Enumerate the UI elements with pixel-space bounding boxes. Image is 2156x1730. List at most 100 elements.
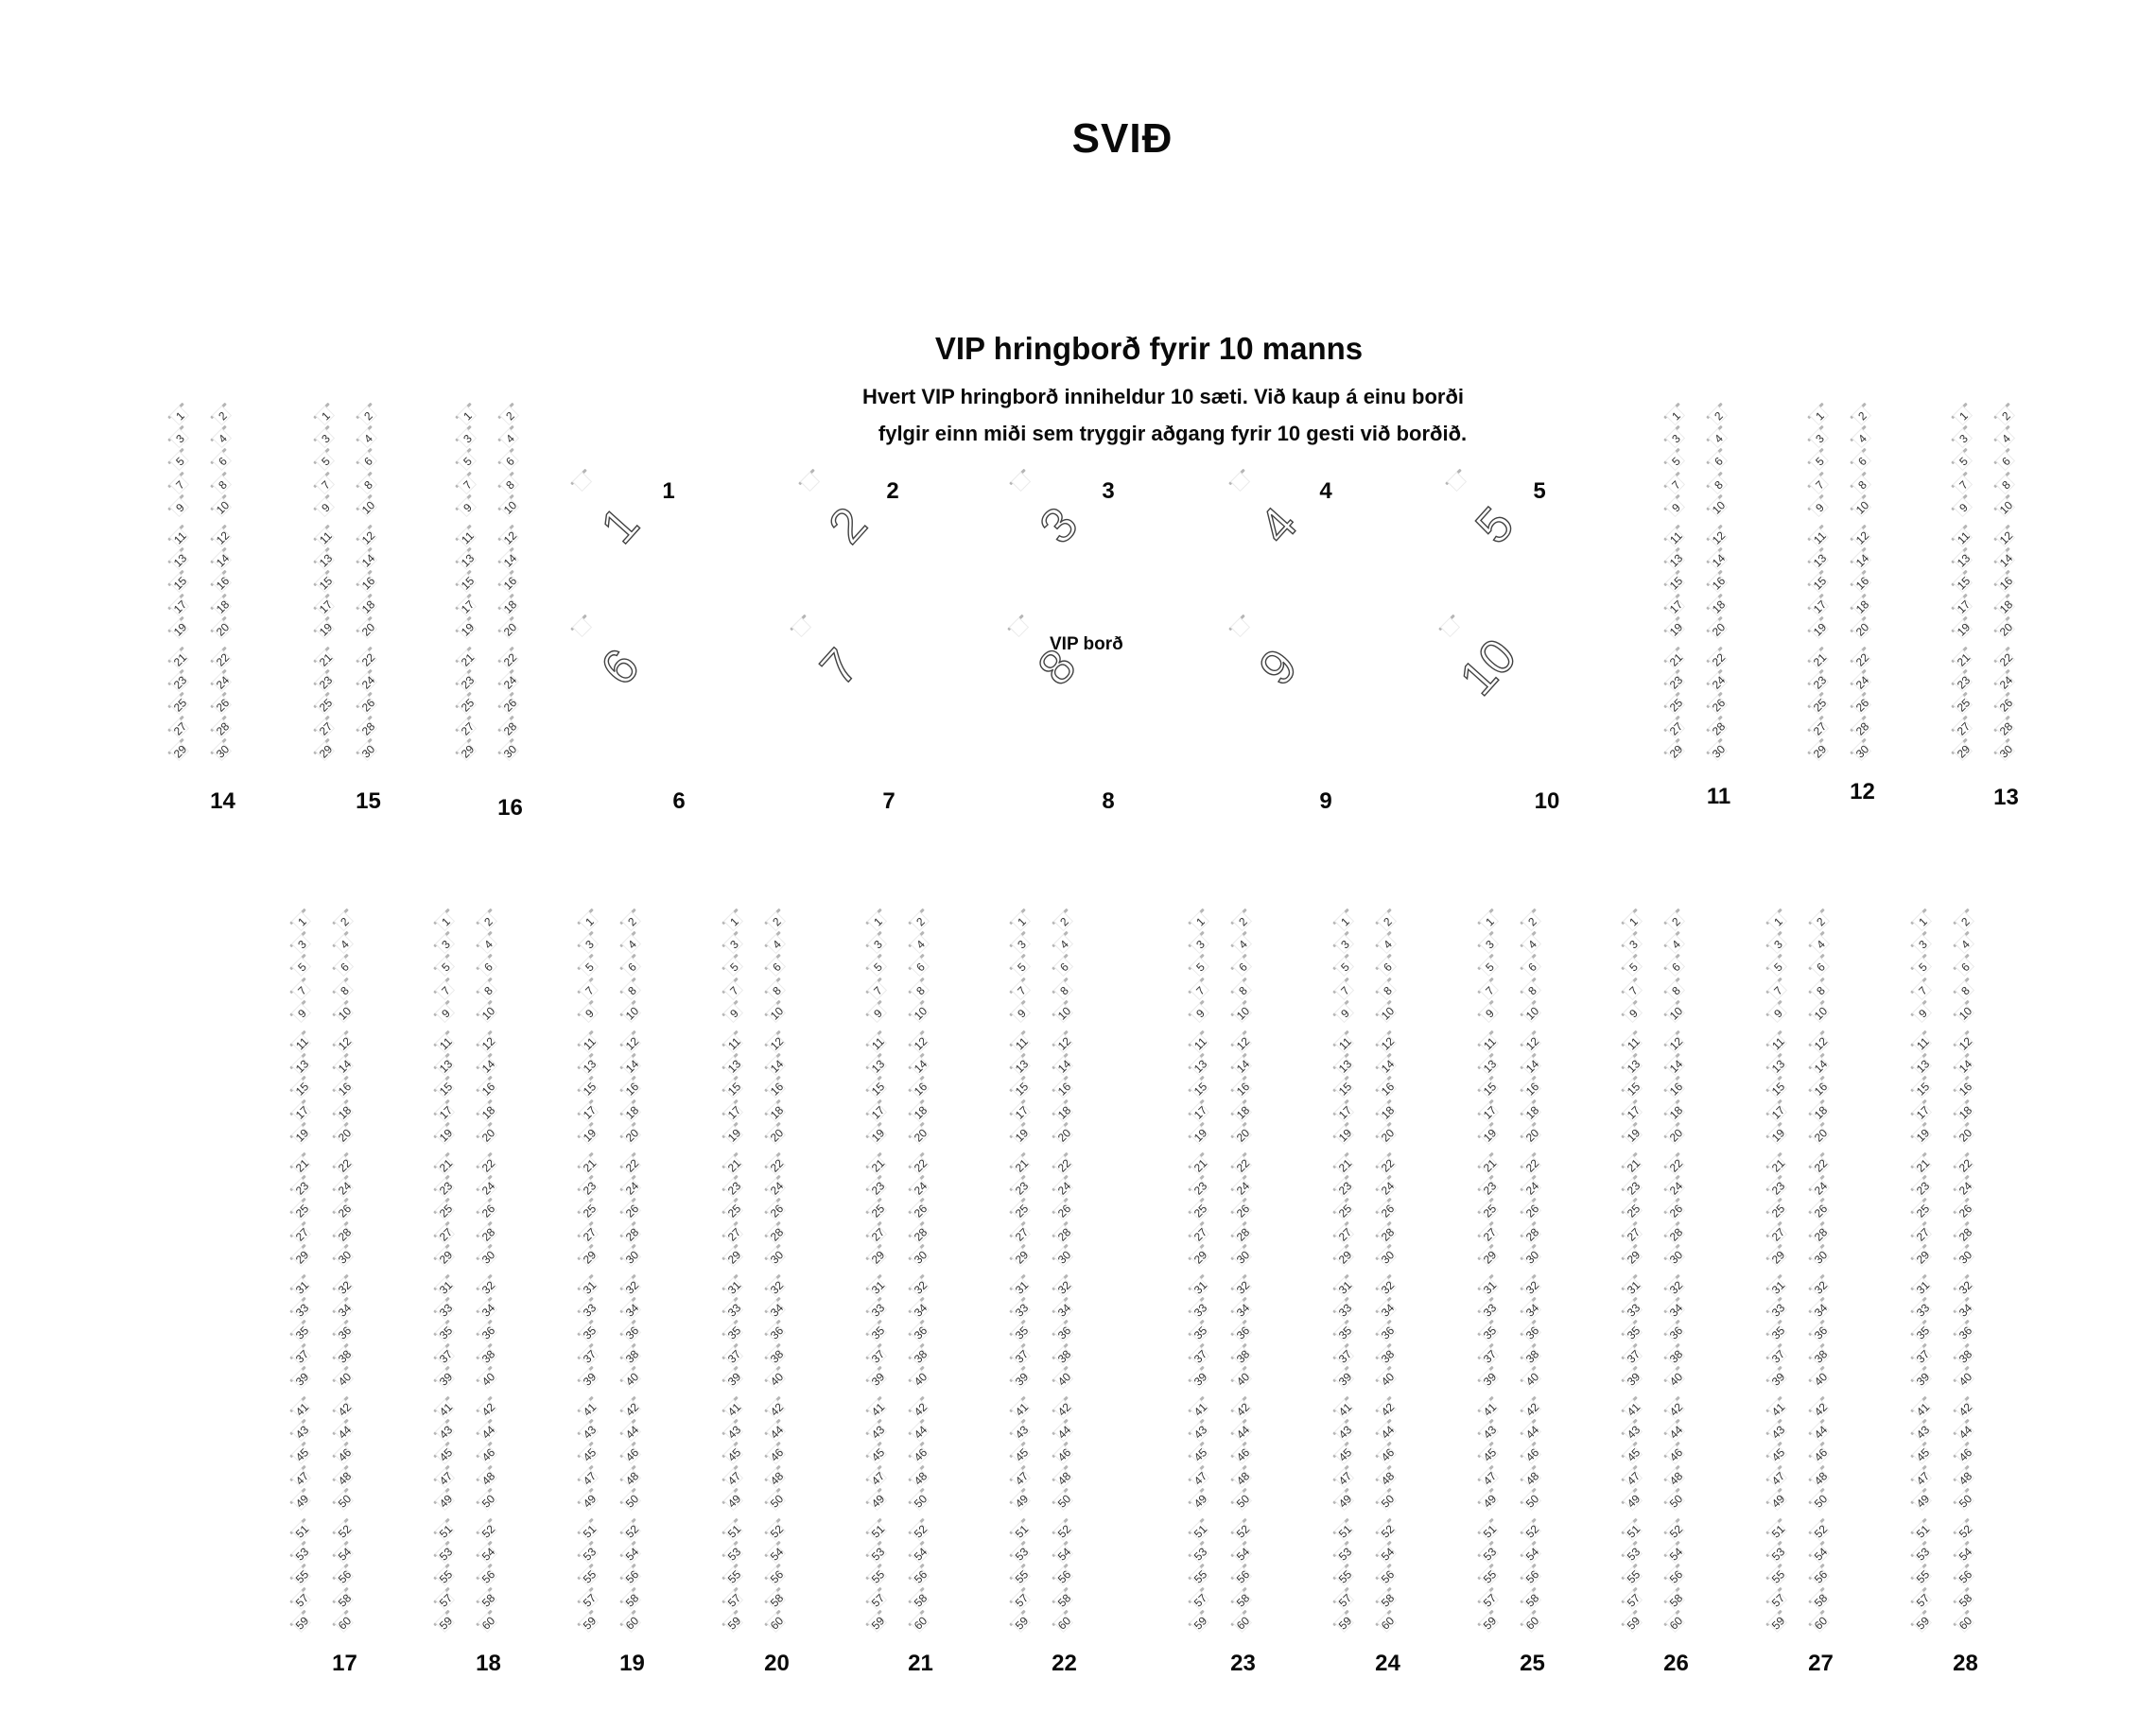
- seat-24-39[interactable]: 39: [1332, 1365, 1357, 1391]
- seat-22-20[interactable]: 20: [1052, 1121, 1076, 1147]
- seat-20-29[interactable]: 29: [722, 1243, 746, 1269]
- seat-24-19[interactable]: 19: [1332, 1121, 1357, 1147]
- seat-28-30[interactable]: 30: [1953, 1243, 1977, 1269]
- seat-17-40[interactable]: 40: [332, 1365, 356, 1391]
- seat-19-20[interactable]: 20: [619, 1121, 644, 1147]
- seat-27-59[interactable]: 59: [1765, 1609, 1790, 1635]
- seat-22-39[interactable]: 39: [1009, 1365, 1034, 1391]
- vip-table-7-icon[interactable]: [790, 614, 814, 639]
- seat-20-59[interactable]: 59: [722, 1609, 746, 1635]
- seat-20-20[interactable]: 20: [764, 1121, 789, 1147]
- seat-13-20[interactable]: 20: [1993, 615, 2018, 641]
- seat-18-50[interactable]: 50: [476, 1487, 500, 1513]
- seat-25-30[interactable]: 30: [1520, 1243, 1544, 1269]
- seat-15-10[interactable]: 10: [356, 493, 380, 519]
- seat-16-30[interactable]: 30: [497, 737, 522, 763]
- seat-22-9[interactable]: 9: [1009, 999, 1034, 1025]
- seat-22-50[interactable]: 50: [1052, 1487, 1076, 1513]
- seat-14-19[interactable]: 19: [167, 615, 192, 641]
- seat-23-10[interactable]: 10: [1230, 999, 1255, 1025]
- seat-25-49[interactable]: 49: [1477, 1487, 1502, 1513]
- seat-14-30[interactable]: 30: [210, 737, 235, 763]
- seat-19-40[interactable]: 40: [619, 1365, 644, 1391]
- seat-26-39[interactable]: 39: [1621, 1365, 1645, 1391]
- seat-27-49[interactable]: 49: [1765, 1487, 1790, 1513]
- seat-11-9[interactable]: 9: [1663, 493, 1688, 519]
- seat-23-40[interactable]: 40: [1230, 1365, 1255, 1391]
- seat-17-59[interactable]: 59: [289, 1609, 314, 1635]
- seat-25-10[interactable]: 10: [1520, 999, 1544, 1025]
- seat-25-19[interactable]: 19: [1477, 1121, 1502, 1147]
- seat-19-49[interactable]: 49: [577, 1487, 601, 1513]
- seat-12-10[interactable]: 10: [1850, 493, 1874, 519]
- seat-26-40[interactable]: 40: [1663, 1365, 1688, 1391]
- seat-19-39[interactable]: 39: [577, 1365, 601, 1391]
- seat-25-60[interactable]: 60: [1520, 1609, 1544, 1635]
- seat-28-20[interactable]: 20: [1953, 1121, 1977, 1147]
- seat-21-29[interactable]: 29: [865, 1243, 890, 1269]
- seat-18-20[interactable]: 20: [476, 1121, 500, 1147]
- seat-18-30[interactable]: 30: [476, 1243, 500, 1269]
- seat-11-29[interactable]: 29: [1663, 737, 1688, 763]
- seat-25-29[interactable]: 29: [1477, 1243, 1502, 1269]
- vip-table-8-icon[interactable]: [1007, 614, 1032, 639]
- seat-22-60[interactable]: 60: [1052, 1609, 1076, 1635]
- seat-17-60[interactable]: 60: [332, 1609, 356, 1635]
- seat-23-60[interactable]: 60: [1230, 1609, 1255, 1635]
- seat-21-39[interactable]: 39: [865, 1365, 890, 1391]
- seat-26-49[interactable]: 49: [1621, 1487, 1645, 1513]
- seat-25-9[interactable]: 9: [1477, 999, 1502, 1025]
- seat-21-10[interactable]: 10: [908, 999, 932, 1025]
- seat-28-39[interactable]: 39: [1910, 1365, 1935, 1391]
- seat-17-19[interactable]: 19: [289, 1121, 314, 1147]
- seat-27-9[interactable]: 9: [1765, 999, 1790, 1025]
- seat-20-10[interactable]: 10: [764, 999, 789, 1025]
- seat-22-19[interactable]: 19: [1009, 1121, 1034, 1147]
- seat-20-9[interactable]: 9: [722, 999, 746, 1025]
- seat-17-30[interactable]: 30: [332, 1243, 356, 1269]
- seat-27-60[interactable]: 60: [1808, 1609, 1833, 1635]
- seat-16-10[interactable]: 10: [497, 493, 522, 519]
- seat-27-50[interactable]: 50: [1808, 1487, 1833, 1513]
- seat-24-29[interactable]: 29: [1332, 1243, 1357, 1269]
- seat-18-19[interactable]: 19: [433, 1121, 458, 1147]
- seat-26-10[interactable]: 10: [1663, 999, 1688, 1025]
- seat-20-40[interactable]: 40: [764, 1365, 789, 1391]
- seat-28-60[interactable]: 60: [1953, 1609, 1977, 1635]
- vip-table-3-icon[interactable]: [1009, 468, 1034, 493]
- seat-26-60[interactable]: 60: [1663, 1609, 1688, 1635]
- seat-14-9[interactable]: 9: [167, 493, 192, 519]
- seat-22-40[interactable]: 40: [1052, 1365, 1076, 1391]
- seat-21-59[interactable]: 59: [865, 1609, 890, 1635]
- seat-19-60[interactable]: 60: [619, 1609, 644, 1635]
- seat-21-30[interactable]: 30: [908, 1243, 932, 1269]
- seat-18-29[interactable]: 29: [433, 1243, 458, 1269]
- seat-13-29[interactable]: 29: [1951, 737, 1975, 763]
- seat-17-20[interactable]: 20: [332, 1121, 356, 1147]
- seat-28-19[interactable]: 19: [1910, 1121, 1935, 1147]
- seat-20-49[interactable]: 49: [722, 1487, 746, 1513]
- seat-19-29[interactable]: 29: [577, 1243, 601, 1269]
- seat-21-20[interactable]: 20: [908, 1121, 932, 1147]
- seat-15-30[interactable]: 30: [356, 737, 380, 763]
- seat-23-19[interactable]: 19: [1188, 1121, 1212, 1147]
- seat-25-59[interactable]: 59: [1477, 1609, 1502, 1635]
- seat-26-59[interactable]: 59: [1621, 1609, 1645, 1635]
- seat-17-50[interactable]: 50: [332, 1487, 356, 1513]
- seat-11-30[interactable]: 30: [1706, 737, 1730, 763]
- seat-18-40[interactable]: 40: [476, 1365, 500, 1391]
- seat-13-10[interactable]: 10: [1993, 493, 2018, 519]
- seat-24-60[interactable]: 60: [1375, 1609, 1400, 1635]
- seat-25-50[interactable]: 50: [1520, 1487, 1544, 1513]
- seat-24-40[interactable]: 40: [1375, 1365, 1400, 1391]
- seat-28-29[interactable]: 29: [1910, 1243, 1935, 1269]
- seat-15-29[interactable]: 29: [313, 737, 338, 763]
- seat-19-9[interactable]: 9: [577, 999, 601, 1025]
- seat-12-19[interactable]: 19: [1807, 615, 1832, 641]
- seat-21-60[interactable]: 60: [908, 1609, 932, 1635]
- seat-25-40[interactable]: 40: [1520, 1365, 1544, 1391]
- vip-table-10-icon[interactable]: [1438, 614, 1463, 639]
- seat-23-29[interactable]: 29: [1188, 1243, 1212, 1269]
- seat-24-30[interactable]: 30: [1375, 1243, 1400, 1269]
- seat-21-19[interactable]: 19: [865, 1121, 890, 1147]
